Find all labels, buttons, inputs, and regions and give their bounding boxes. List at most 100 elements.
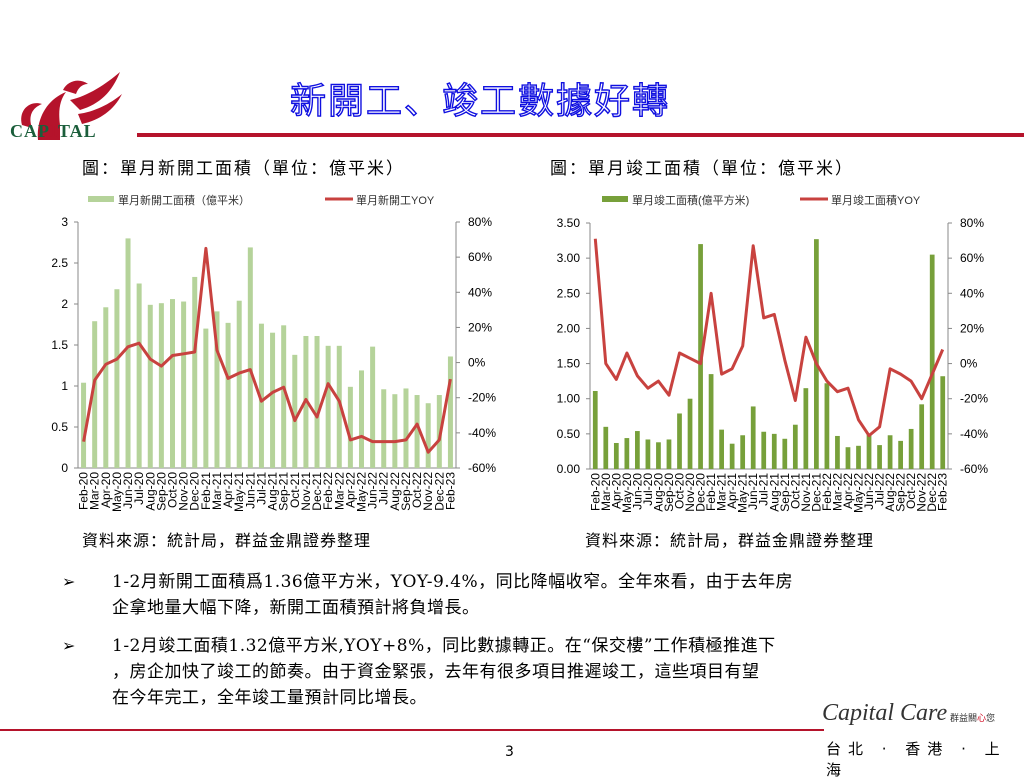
bar xyxy=(666,439,672,469)
bar xyxy=(181,301,187,468)
bar xyxy=(281,325,287,468)
bar xyxy=(624,438,630,469)
x-tick-label: Feb-23 xyxy=(443,472,457,510)
footer-divider xyxy=(0,729,824,731)
bullet-2-line-3: 在今年完工，全年竣工量預計同比增長。 xyxy=(112,688,427,708)
x-tick-label: Dec-21 xyxy=(809,473,823,512)
x-tick-label: Feb-21 xyxy=(704,473,718,511)
completion-chart: 0.00 0.50 1.00 1.50 2.00 2.50 3.00 3.50 -60% -40%… xyxy=(557,193,989,513)
bar xyxy=(877,445,882,469)
right-tick-label: -40% xyxy=(468,426,496,440)
legend-line-label: 單月新開工YOY xyxy=(356,193,435,207)
yoy-line xyxy=(593,238,945,438)
bar xyxy=(908,428,914,469)
bar xyxy=(314,335,320,468)
bar xyxy=(866,433,872,469)
bar xyxy=(645,439,651,469)
bar xyxy=(381,389,387,468)
bar xyxy=(203,328,209,468)
bar xyxy=(750,406,756,469)
right-tick-label: -60% xyxy=(960,462,988,476)
x-tick-label: Mar-21 xyxy=(210,472,224,510)
x-tick-label: Aug-21 xyxy=(767,473,781,512)
x-tick-label: Feb-22 xyxy=(321,472,335,510)
bullet-1-line-2: 企拿地量大幅下降，新開工面積預計將負增長。 xyxy=(112,598,480,618)
x-tick-label: Sep-22 xyxy=(399,472,413,511)
bar xyxy=(136,283,142,468)
bar xyxy=(158,303,164,468)
x-tick-label: Jul-20 xyxy=(641,473,655,506)
new-construction-chart: 0 0.5 1 1.5 2 2.5 3 -60% -40% -20% 0% 20% 40% 60% 80% F… xyxy=(51,193,496,512)
bar xyxy=(782,438,788,469)
bar xyxy=(347,386,353,468)
x-tick-label: Oct-20 xyxy=(166,472,180,508)
bar xyxy=(613,442,619,469)
x-tick-label: Apr-21 xyxy=(725,473,739,509)
x-tick-label: Oct-22 xyxy=(904,473,918,509)
left-tick-label: 1.5 xyxy=(51,338,68,352)
x-tick-label: Nov-20 xyxy=(177,472,191,511)
bar xyxy=(403,388,409,468)
bar xyxy=(292,354,298,468)
arrow-bullet-icon: ➢ xyxy=(62,636,76,655)
left-tick-label: 3.00 xyxy=(557,251,581,265)
bar xyxy=(824,383,830,469)
legend-line-label: 單月竣工面積YOY xyxy=(831,193,921,207)
x-tick-label: Jul-21 xyxy=(757,473,771,506)
bar xyxy=(325,345,331,468)
x-tick-label: Sep-21 xyxy=(778,473,792,512)
x-tick-label: Mar-22 xyxy=(830,473,844,511)
yoy-line xyxy=(82,246,452,454)
left-chart-caption: 圖：單月新開工面積（單位：億平米） xyxy=(82,159,405,179)
right-tick-label: -20% xyxy=(960,392,988,406)
bar xyxy=(687,398,693,469)
bar xyxy=(729,443,735,469)
right-tick-label: 60% xyxy=(960,251,984,265)
bullet-1-line-1: 1-2月新開工面積爲1.36億平方米，YOY-9.4%，同比降幅收窄。全年來看，… xyxy=(112,572,794,592)
right-tick-label: 0% xyxy=(960,357,978,371)
left-tick-label: 0.00 xyxy=(557,462,581,476)
x-tick-label: Sep-20 xyxy=(154,472,168,511)
x-tick-label: Apr-21 xyxy=(221,472,235,508)
bullet-2-line-1: 1-2月竣工面積1.32億平方米,YOY+8%，同比數據轉正。在“保交樓”工作積… xyxy=(112,636,776,656)
x-tick-label: Feb-20 xyxy=(77,472,91,510)
x-tick-label: Apr-22 xyxy=(841,473,855,509)
right-tick-label: -40% xyxy=(960,427,988,441)
bar xyxy=(592,390,598,469)
x-tick-label: Apr-20 xyxy=(609,473,623,509)
bar xyxy=(447,356,453,468)
bar xyxy=(425,403,431,468)
x-tick-label: Sep-22 xyxy=(894,473,908,512)
right-tick-label: -60% xyxy=(468,461,496,475)
bar xyxy=(771,433,777,469)
bar xyxy=(270,332,276,468)
left-tick-label: 1.00 xyxy=(557,392,581,406)
bar xyxy=(192,276,198,468)
x-tick-label: Aug-20 xyxy=(651,473,665,512)
left-tick-label: 3.50 xyxy=(557,216,581,230)
x-tick-label: Sep-21 xyxy=(277,472,291,511)
x-tick-label: Oct-22 xyxy=(410,472,424,508)
left-tick-label: 1 xyxy=(61,379,68,393)
arrow-bullet-icon: ➢ xyxy=(62,572,76,591)
x-tick-label: Sep-20 xyxy=(662,473,676,512)
left-tick-label: 2.5 xyxy=(51,256,68,270)
left-tick-label: 1.50 xyxy=(557,357,581,371)
x-tick-label: Dec-21 xyxy=(310,472,324,511)
x-tick-label: May-22 xyxy=(355,472,369,512)
x-tick-label: Feb-22 xyxy=(820,473,834,511)
right-tick-label: 20% xyxy=(960,321,984,335)
right-tick-label: -20% xyxy=(468,391,496,405)
office-cities: 台北 · 香港 · 上海 xyxy=(826,740,1007,779)
bar xyxy=(835,435,840,469)
bar xyxy=(887,435,893,469)
x-tick-label: Aug-22 xyxy=(883,473,897,512)
bar xyxy=(214,311,220,468)
right-tick-label: 80% xyxy=(960,216,984,230)
x-tick-label: Jul-20 xyxy=(132,472,146,505)
left-tick-label: 0 xyxy=(61,461,68,475)
bar xyxy=(125,238,131,468)
bar xyxy=(792,424,798,469)
care-cn-b: 您 xyxy=(986,714,996,724)
x-tick-label: May-21 xyxy=(736,473,750,513)
